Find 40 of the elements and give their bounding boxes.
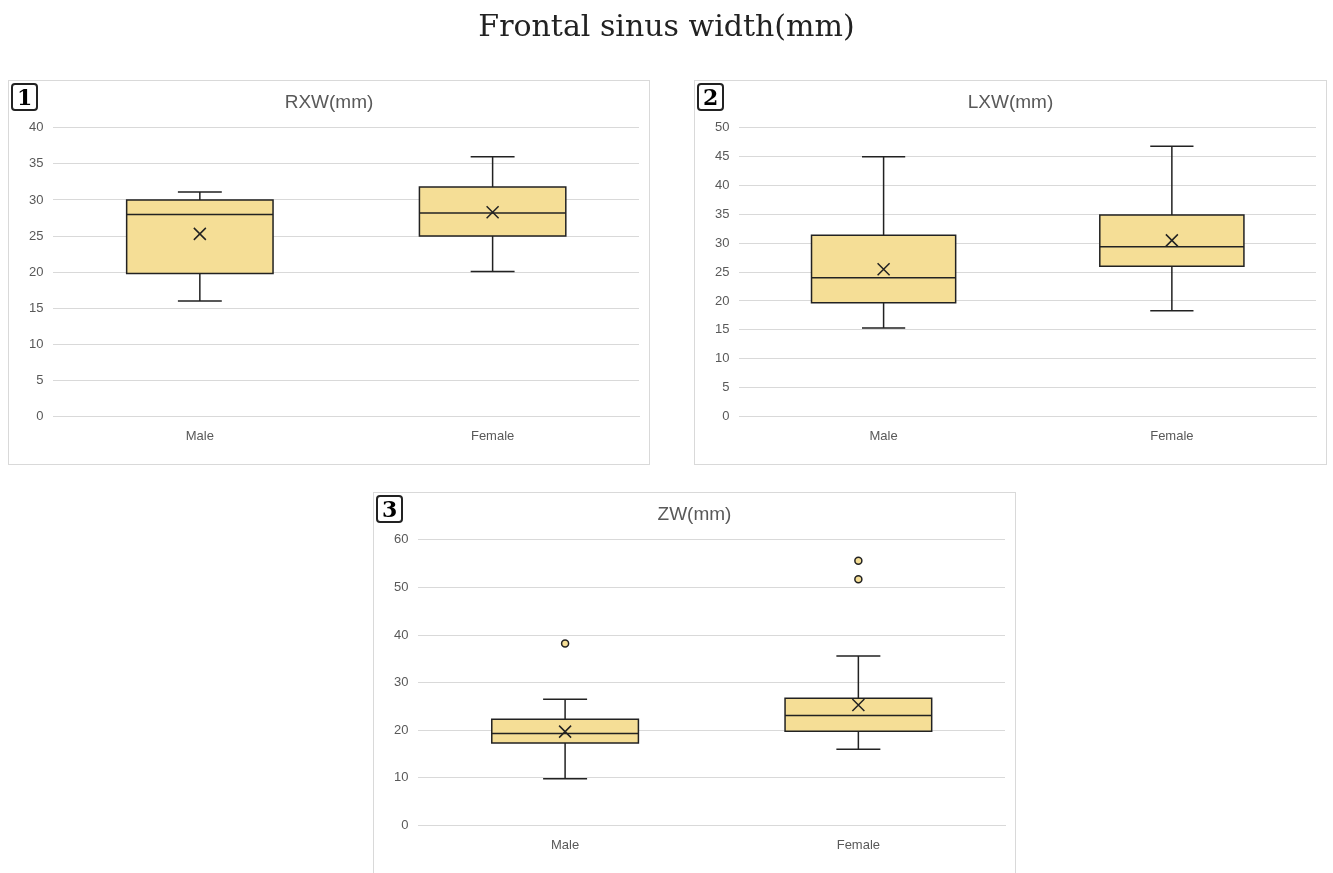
y-tick-label: 20 <box>714 292 730 308</box>
y-tick-label: 40 <box>28 119 44 135</box>
y-tick-label: 20 <box>393 721 409 737</box>
y-tick-label: 25 <box>714 263 730 279</box>
y-tick-label: 45 <box>714 148 730 164</box>
text: Frontal sinus width(mm) <box>477 8 856 43</box>
y-tick-label: 40 <box>393 626 409 642</box>
x-tick-label: Male <box>869 427 898 443</box>
y-tick-label: 0 <box>36 407 44 423</box>
y-tick-label: 5 <box>36 371 44 387</box>
x-tick-label: Female <box>470 427 515 443</box>
y-tick-label: 30 <box>393 674 409 690</box>
y-tick-label: 20 <box>28 263 44 279</box>
y-tick-label: 60 <box>393 531 409 547</box>
chart-title: ZW(mm) <box>657 502 732 524</box>
chart-title: RXW(mm) <box>284 90 374 112</box>
y-tick-label: 50 <box>393 578 409 594</box>
y-tick-label: 15 <box>714 321 730 337</box>
y-tick-label: 10 <box>393 769 409 785</box>
y-tick-label: 30 <box>28 191 44 207</box>
y-tick-label: 0 <box>722 407 730 423</box>
x-tick-label: Male <box>551 836 580 852</box>
chart-title: LXW(mm) <box>967 90 1054 112</box>
text: 3 <box>376 495 404 523</box>
y-tick-label: 35 <box>714 205 730 221</box>
y-tick-label: 40 <box>714 177 730 193</box>
text: 1 <box>11 83 39 111</box>
x-tick-label: Female <box>1150 427 1194 443</box>
x-tick-label: Male <box>185 427 214 443</box>
y-tick-label: 10 <box>714 350 730 366</box>
x-tick-label: Female <box>836 836 881 852</box>
text: 2 <box>697 83 725 111</box>
y-tick-label: 35 <box>28 155 44 171</box>
y-tick-label: 5 <box>722 379 730 395</box>
y-tick-label: 25 <box>28 227 44 243</box>
y-tick-label: 10 <box>28 335 44 351</box>
y-tick-label: 50 <box>714 119 730 135</box>
y-tick-label: 15 <box>28 299 44 315</box>
y-tick-label: 30 <box>714 234 730 250</box>
y-tick-label: 0 <box>401 816 409 832</box>
